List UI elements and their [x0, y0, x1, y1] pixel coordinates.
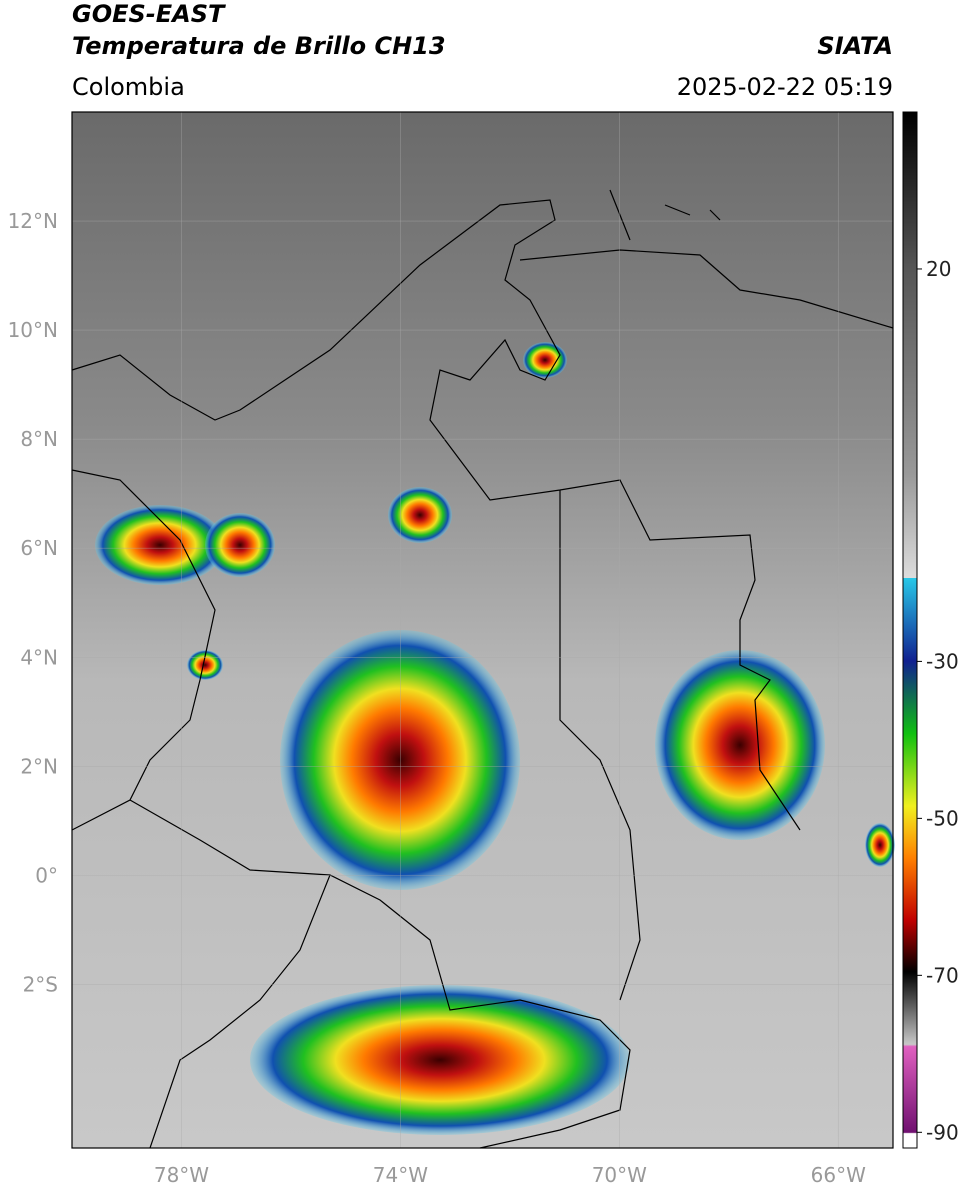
axes: 12°N 10°N 8°N 6°N 4°N 2°N 0° 2°S 78°W 74°W 70°W 66°… [8, 209, 959, 1187]
colorbar-tick-label: -90 [926, 1120, 959, 1144]
lat-tick-label: 4°N [20, 645, 58, 669]
colorbar-tick-label: -30 [926, 649, 959, 673]
lat-tick-label: 0° [35, 863, 58, 887]
lat-tick-label: 8°N [20, 427, 58, 451]
colorbar-tick-label: 20 [926, 257, 951, 281]
lat-tick-label: 10°N [8, 318, 58, 342]
colorbar [902, 111, 918, 1149]
lon-tick-label: 70°W [592, 1163, 647, 1187]
lat-tick-label: 6°N [20, 536, 58, 560]
lon-tick-label: 66°W [811, 1163, 866, 1187]
graticule [72, 112, 893, 1148]
region: Colombia [72, 73, 185, 101]
colorbar-tick-label: -50 [926, 806, 959, 830]
lon-tick-label: 78°W [154, 1163, 209, 1187]
lat-tick-label: 12°N [8, 209, 58, 233]
colorbar-tick-label: -70 [926, 963, 959, 987]
timestamp: 2025-02-22 05:19 [677, 73, 893, 101]
source: SIATA [817, 32, 893, 60]
map-frame [71, 111, 894, 1149]
lat-tick-label: 2°S [23, 972, 58, 996]
map [71, 111, 895, 1149]
subtitle: Temperatura de Brillo CH13 [72, 32, 446, 60]
borders [71, 189, 894, 1149]
title: GOES-EAST [72, 0, 226, 28]
map-background [72, 112, 893, 1148]
cloud-tops [95, 342, 895, 1135]
lat-tick-label: 2°N [20, 754, 58, 778]
lon-tick-label: 74°W [373, 1163, 428, 1187]
